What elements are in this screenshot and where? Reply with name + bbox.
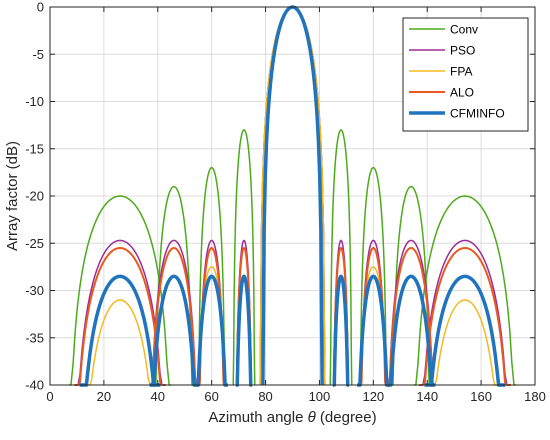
series-lobe bbox=[148, 274, 199, 387]
y-tick-labels: 0 -5 -10 -15 -20 -25 -30 -35 -40 bbox=[25, 0, 44, 393]
series-lobe bbox=[149, 246, 199, 386]
series-lobe bbox=[79, 274, 161, 387]
x-tick-label: 100 bbox=[309, 389, 331, 404]
x-tick-label: 40 bbox=[151, 389, 165, 404]
y-tick-label: -15 bbox=[25, 141, 44, 156]
series-lobe bbox=[392, 185, 430, 386]
y-tick-label: -20 bbox=[25, 189, 44, 204]
legend-label: FPA bbox=[450, 65, 472, 79]
x-tick-label: 140 bbox=[416, 389, 438, 404]
series-lobe bbox=[74, 246, 166, 386]
x-tick-label: 160 bbox=[470, 389, 492, 404]
y-tick-label: -30 bbox=[25, 283, 44, 298]
series-lobe bbox=[386, 274, 437, 387]
y-axis-label: Array factor (dB) bbox=[4, 141, 21, 251]
series-lobe bbox=[331, 274, 351, 387]
series-lobe bbox=[68, 195, 172, 386]
x-axis-label: Azimuth angle θ (degree) bbox=[208, 409, 376, 426]
y-tick-label: -40 bbox=[25, 378, 44, 393]
legend-label: CFMINFO bbox=[450, 107, 505, 121]
y-tick-label: 0 bbox=[37, 0, 44, 15]
y-tick-label: -35 bbox=[25, 330, 44, 345]
x-tick-label: 120 bbox=[362, 389, 384, 404]
series-lobe bbox=[234, 274, 254, 387]
series-lobe bbox=[198, 166, 226, 386]
series-lobe bbox=[424, 274, 506, 387]
series-lobe bbox=[359, 166, 387, 386]
x-tick-labels: 0 20 40 60 80 100 120 140 160 180 bbox=[46, 389, 545, 404]
series-lobe bbox=[329, 129, 353, 386]
series-lobe bbox=[427, 299, 503, 386]
legend-label: ALO bbox=[450, 86, 474, 100]
legend: Conv PSO FPA ALO CFMINFO bbox=[402, 17, 529, 132]
series-lobe bbox=[419, 246, 511, 386]
legend-label: Conv bbox=[450, 23, 478, 37]
series-lobe bbox=[356, 274, 391, 387]
x-tick-label: 180 bbox=[524, 389, 546, 404]
series-lobe bbox=[413, 195, 517, 386]
tick-marks bbox=[49, 6, 536, 386]
series-lobe bbox=[74, 239, 166, 386]
x-tick-label: 20 bbox=[97, 389, 111, 404]
x-tick-label: 0 bbox=[46, 389, 53, 404]
y-tick-label: -5 bbox=[32, 47, 44, 62]
x-tick-label: 80 bbox=[258, 389, 272, 404]
x-tick-label: 60 bbox=[204, 389, 218, 404]
y-tick-label: -25 bbox=[25, 236, 44, 251]
plot-series bbox=[68, 5, 517, 387]
legend-items: Conv PSO FPA ALO CFMINFO bbox=[409, 23, 505, 121]
series-lobe bbox=[386, 246, 436, 386]
series-lobe bbox=[155, 185, 193, 386]
series-lobe bbox=[194, 274, 229, 387]
series-lobe bbox=[232, 129, 256, 386]
series-lobe bbox=[419, 239, 511, 386]
series-cfminfo bbox=[79, 5, 506, 387]
series-lobe bbox=[82, 299, 158, 386]
legend-label: PSO bbox=[450, 44, 475, 58]
y-tick-label: -10 bbox=[25, 94, 44, 109]
